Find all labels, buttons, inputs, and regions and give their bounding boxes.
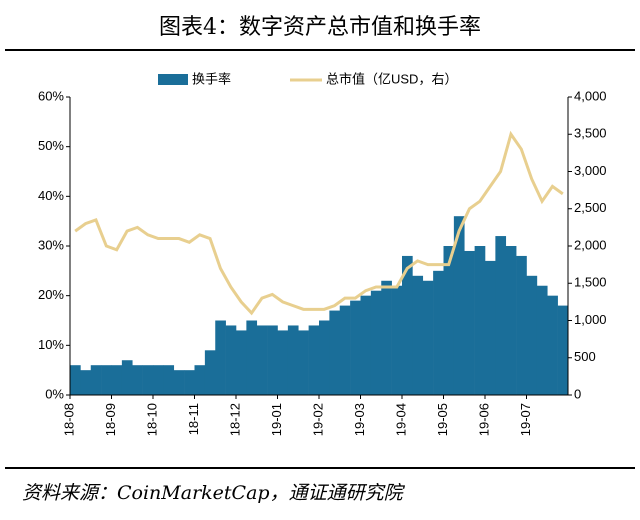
x-tick-label: 19-03 (352, 403, 367, 436)
x-tick-label: 19-04 (393, 403, 408, 436)
bar (163, 365, 175, 395)
x-tick-label: 19-01 (269, 403, 284, 436)
bar (505, 246, 517, 395)
bar (319, 320, 330, 395)
bar (277, 330, 289, 395)
y-tick-label: 20% (38, 287, 64, 302)
bar (495, 236, 507, 395)
bar (339, 305, 351, 395)
legend-label: 换手率 (192, 71, 231, 86)
line (74, 130, 564, 316)
bar (360, 295, 372, 395)
bar (111, 365, 123, 395)
bar (308, 325, 320, 395)
legend-swatch (158, 74, 188, 85)
y2-tick-label: 4,000 (574, 88, 607, 103)
bar (370, 290, 382, 395)
x-tick-label: 18-09 (103, 403, 118, 436)
bar (215, 320, 226, 395)
bar (443, 246, 455, 395)
y-tick-label: 30% (38, 237, 64, 252)
x-tick-label: 18-10 (144, 403, 159, 436)
bar (121, 360, 133, 395)
x-tick-label: 19-07 (518, 403, 533, 436)
bar (402, 255, 413, 395)
bar (225, 325, 237, 395)
y2-tick-label: 3,000 (574, 163, 607, 178)
source: 资料来源：CoinMarketCap，通证通研究院 (22, 482, 406, 504)
bar (536, 285, 548, 395)
bar (547, 295, 558, 395)
x-tick-label: 19-05 (435, 403, 450, 436)
bar (90, 365, 102, 395)
bar (236, 330, 247, 395)
chart-title: 图表4：数字资产总市值和换手率 (159, 15, 481, 40)
bar (526, 275, 538, 395)
bar (287, 325, 299, 395)
y2-tick-label: 0 (574, 386, 581, 401)
x-tick-label: 19-06 (476, 403, 491, 436)
bar (194, 365, 206, 395)
bar (433, 270, 444, 395)
x-tick-label: 18-12 (227, 403, 242, 436)
bar (516, 255, 527, 395)
bar (453, 216, 465, 395)
y2-tick-label: 1,500 (574, 275, 607, 290)
bar (142, 365, 154, 395)
bar (132, 365, 143, 395)
y2-tick-label: 2,500 (574, 200, 607, 215)
legend-label: 总市值（亿USD，右） (326, 71, 457, 86)
y-tick-label: 40% (38, 188, 64, 203)
y2-tick-label: 1,000 (574, 312, 607, 327)
bar (298, 330, 309, 395)
bar (485, 260, 496, 395)
bar (256, 325, 268, 395)
bar (173, 370, 185, 395)
bar (204, 350, 216, 395)
y-tick-label: 50% (38, 138, 64, 153)
bar (350, 300, 361, 395)
bar (329, 310, 341, 395)
bar (422, 280, 434, 395)
bar (153, 365, 164, 395)
bar (70, 365, 81, 395)
y2-tick-label: 2,000 (574, 237, 607, 252)
bar (184, 370, 195, 395)
bar (557, 305, 569, 395)
y2-tick-label: 3,500 (574, 126, 607, 141)
y-tick-label: 0% (45, 386, 64, 401)
x-tick-label: 19-02 (310, 403, 325, 436)
bar (412, 275, 424, 395)
bar (246, 320, 258, 395)
bar (464, 250, 475, 395)
y-tick-label: 10% (38, 337, 64, 352)
bar (391, 285, 403, 395)
bar (381, 280, 392, 395)
x-tick-label: 18-11 (186, 403, 201, 435)
bar (267, 325, 278, 395)
x-tick-label: 18-08 (61, 403, 76, 436)
bar (80, 370, 92, 395)
bar (474, 246, 486, 395)
bar (101, 365, 112, 395)
y-tick-label: 60% (38, 88, 64, 103)
y2-tick-label: 500 (574, 349, 596, 364)
